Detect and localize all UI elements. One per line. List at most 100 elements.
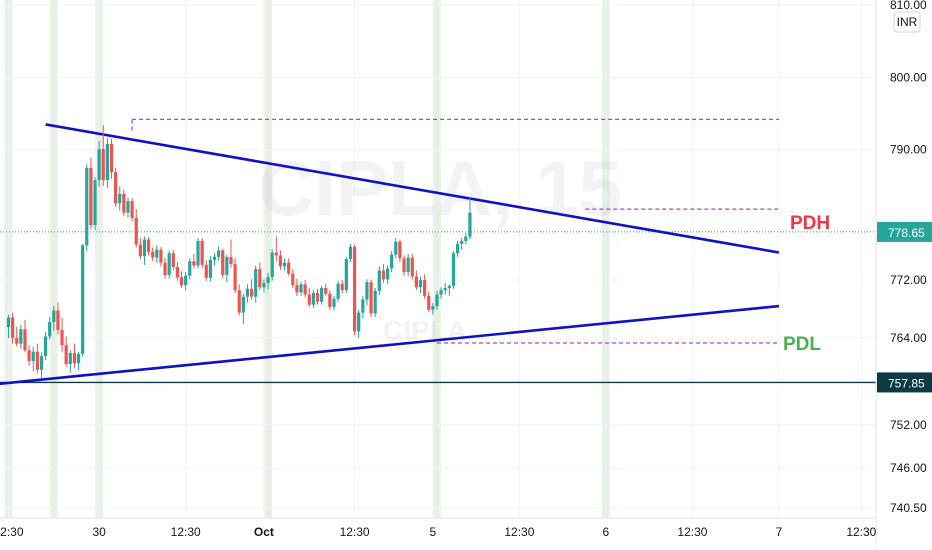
candle[interactable] xyxy=(340,280,344,294)
candle[interactable] xyxy=(418,276,423,294)
candle[interactable] xyxy=(381,264,386,283)
candle[interactable] xyxy=(258,262,262,291)
candle[interactable] xyxy=(262,279,266,293)
candle[interactable] xyxy=(402,255,406,276)
candle[interactable] xyxy=(320,285,324,305)
candle[interactable] xyxy=(109,138,114,179)
candle[interactable] xyxy=(31,346,35,372)
candle[interactable] xyxy=(56,302,60,335)
trendline-upper[interactable] xyxy=(45,123,780,254)
candle[interactable] xyxy=(43,332,48,361)
candle[interactable] xyxy=(130,198,134,222)
candle[interactable] xyxy=(423,274,427,299)
candle[interactable] xyxy=(455,240,460,257)
candle[interactable] xyxy=(447,284,451,296)
candle[interactable] xyxy=(142,236,147,265)
candle[interactable] xyxy=(307,287,311,307)
candle[interactable] xyxy=(249,279,254,300)
candle[interactable] xyxy=(324,283,328,296)
candle[interactable] xyxy=(72,343,77,369)
candle[interactable] xyxy=(398,239,402,262)
candle[interactable] xyxy=(114,167,118,207)
candle[interactable] xyxy=(192,253,196,269)
candle[interactable] xyxy=(414,270,418,291)
candle[interactable] xyxy=(85,164,89,252)
candle[interactable] xyxy=(357,309,361,338)
candle[interactable] xyxy=(15,327,19,347)
candle[interactable] xyxy=(295,278,299,296)
time-axis[interactable] xyxy=(0,518,876,550)
candle[interactable] xyxy=(291,269,295,288)
candle[interactable] xyxy=(352,244,357,336)
candle[interactable] xyxy=(138,238,142,260)
candle[interactable] xyxy=(52,306,56,331)
candle[interactable] xyxy=(159,246,163,267)
candle[interactable] xyxy=(282,258,287,271)
candle[interactable] xyxy=(19,324,23,349)
candle[interactable] xyxy=(126,197,130,218)
candle[interactable] xyxy=(336,280,340,302)
candle[interactable] xyxy=(146,237,151,256)
trendline-lower[interactable] xyxy=(0,304,780,386)
candle[interactable] xyxy=(68,350,72,373)
candle[interactable] xyxy=(303,280,307,298)
candle[interactable] xyxy=(212,253,217,266)
candle[interactable] xyxy=(23,319,27,353)
candle[interactable] xyxy=(443,282,447,295)
candle[interactable] xyxy=(134,209,138,248)
candle[interactable] xyxy=(64,336,68,367)
candle[interactable] xyxy=(377,266,381,296)
candle[interactable] xyxy=(167,250,171,279)
candle[interactable] xyxy=(348,243,353,262)
candle[interactable] xyxy=(266,272,270,290)
candle[interactable] xyxy=(274,236,278,262)
candle[interactable] xyxy=(365,279,369,306)
candle[interactable] xyxy=(118,186,122,211)
candle[interactable] xyxy=(373,287,377,317)
candle[interactable] xyxy=(151,247,155,262)
candle[interactable] xyxy=(188,258,192,280)
candle[interactable] xyxy=(89,157,93,230)
candle[interactable] xyxy=(225,254,229,283)
candle[interactable] xyxy=(217,246,221,261)
candle[interactable] xyxy=(60,317,64,353)
candle[interactable] xyxy=(464,232,468,245)
price-axis[interactable] xyxy=(876,0,932,550)
candle[interactable] xyxy=(39,352,44,379)
candle[interactable] xyxy=(97,141,101,187)
candle[interactable] xyxy=(105,138,109,189)
candle[interactable] xyxy=(390,251,394,273)
candle[interactable] xyxy=(229,239,233,268)
candle[interactable] xyxy=(122,189,126,216)
candle[interactable] xyxy=(344,256,348,294)
candle[interactable] xyxy=(245,284,250,303)
candle[interactable] xyxy=(35,343,39,374)
candle[interactable] xyxy=(299,281,303,296)
candle[interactable] xyxy=(171,249,175,270)
candle[interactable] xyxy=(6,314,11,338)
candle[interactable] xyxy=(394,238,398,259)
candle[interactable] xyxy=(410,253,414,280)
candle[interactable] xyxy=(427,291,431,312)
candle[interactable] xyxy=(385,265,390,284)
candle[interactable] xyxy=(175,261,180,281)
candle[interactable] xyxy=(93,177,97,231)
candle[interactable] xyxy=(254,265,258,303)
candle[interactable] xyxy=(27,345,31,366)
candle[interactable] xyxy=(468,197,472,240)
candle[interactable] xyxy=(361,295,365,319)
candle[interactable] xyxy=(101,125,105,186)
candle[interactable] xyxy=(332,295,336,311)
candle[interactable] xyxy=(221,248,225,278)
currency-badge[interactable]: INR xyxy=(893,11,921,33)
candle[interactable] xyxy=(369,280,373,317)
candle[interactable] xyxy=(241,293,245,325)
candle[interactable] xyxy=(406,253,410,277)
candle[interactable] xyxy=(200,238,204,268)
candle[interactable] xyxy=(431,303,435,315)
candle[interactable] xyxy=(184,272,188,291)
candle[interactable] xyxy=(233,258,237,294)
candle[interactable] xyxy=(460,238,464,250)
candle[interactable] xyxy=(439,287,443,299)
